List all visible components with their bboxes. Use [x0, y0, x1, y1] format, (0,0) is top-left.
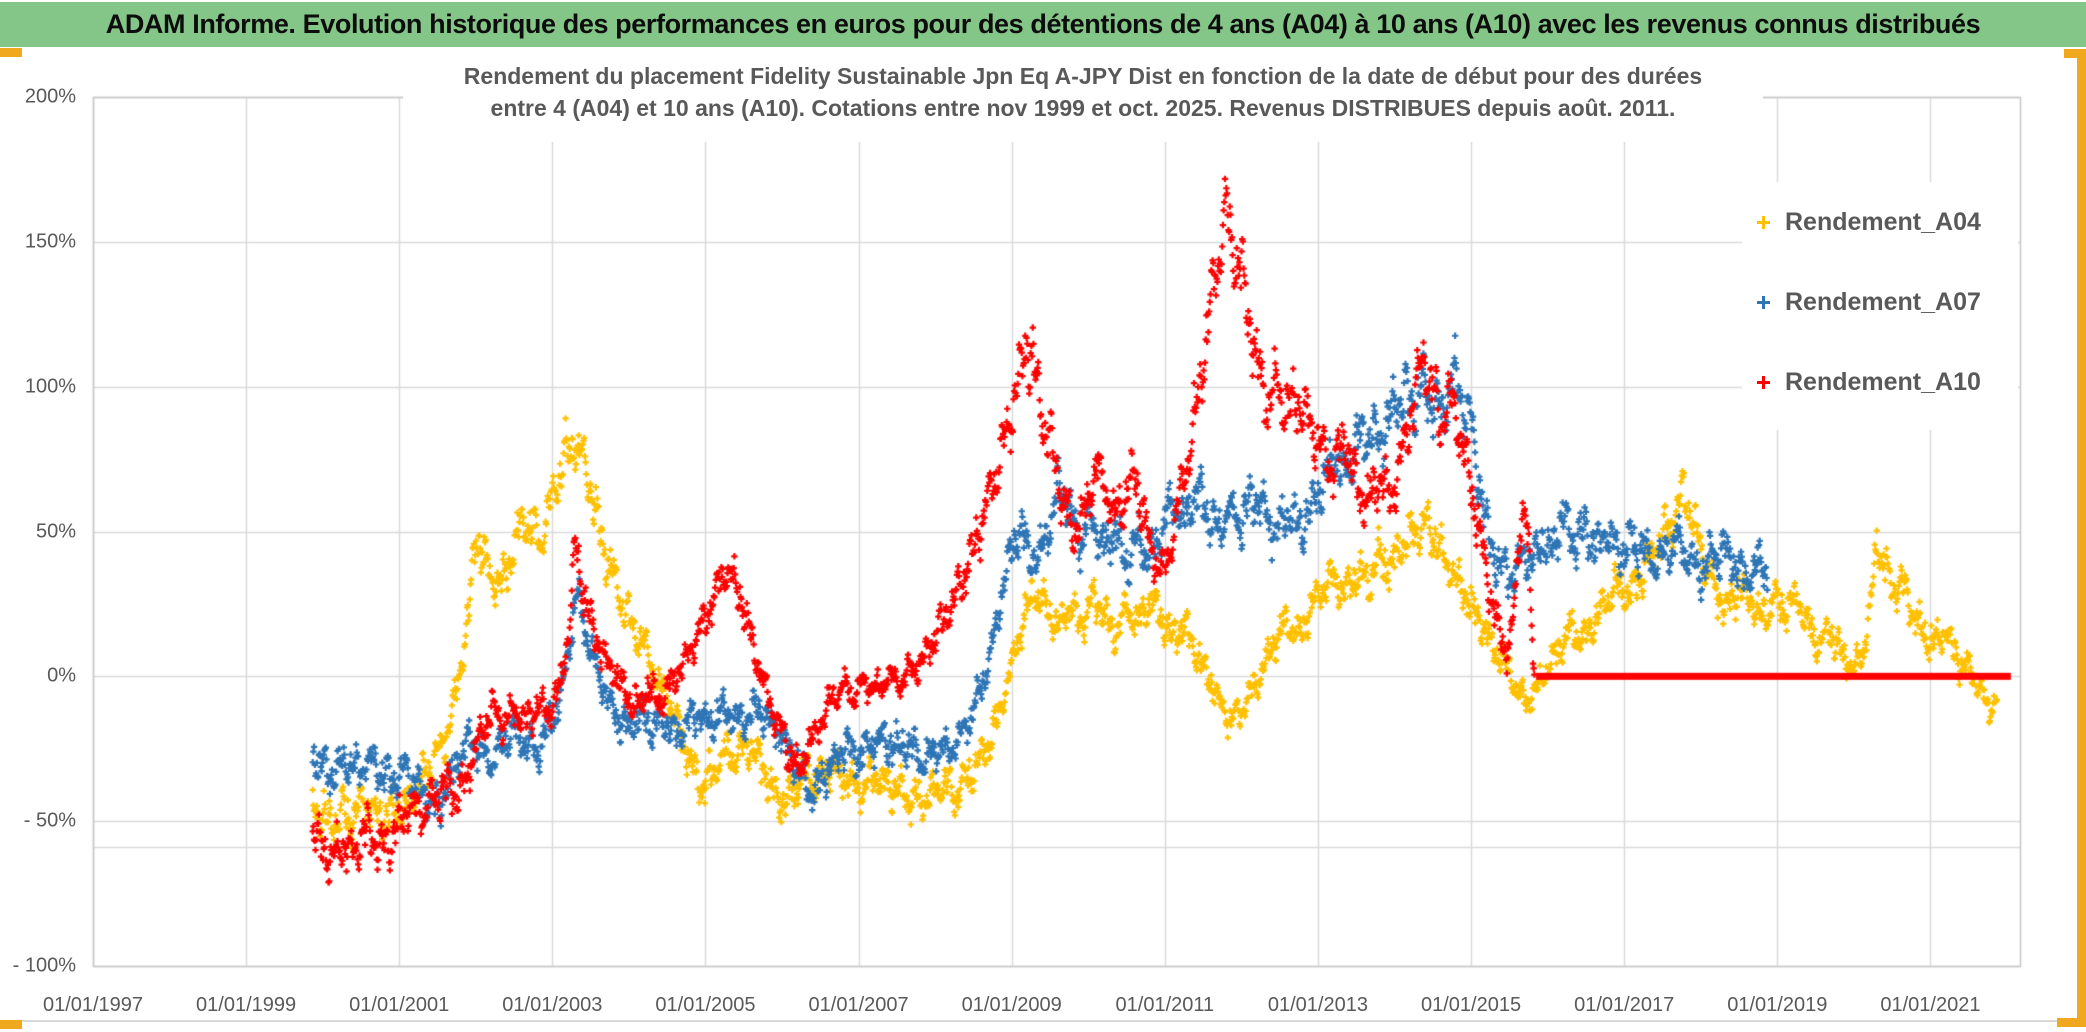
- y-axis-labels: 200% 150% 100% 50% 0% - 50% - 100%: [0, 0, 84, 1032]
- gold-border-right: [2077, 49, 2086, 1027]
- y-tick-label: 100%: [24, 375, 76, 398]
- x-tick-label: 01/01/2013: [1267, 994, 1368, 1016]
- y-tick-label: 200%: [24, 85, 76, 108]
- x-tick-label: 01/01/2015: [1421, 994, 1522, 1016]
- plus-marker-icon: [1756, 215, 1771, 230]
- x-tick-label: 01/01/2019: [1727, 994, 1828, 1016]
- gold-border-top-left: [0, 48, 22, 57]
- bottom-divider: [0, 1020, 2086, 1022]
- x-tick-label: 01/01/2021: [1880, 994, 1981, 1016]
- y-tick-label: - 50%: [23, 809, 76, 832]
- y-tick-label: - 100%: [12, 954, 76, 977]
- legend-item-rendement_a04[interactable]: Rendement_A04: [1742, 182, 2018, 262]
- x-tick-label: 01/01/1997: [42, 994, 144, 1016]
- x-tick-label: 01/01/1999: [196, 994, 297, 1016]
- chart-subtitle-line2: entre 4 (A04) et 10 ans (A10). Cotations…: [490, 95, 1676, 121]
- x-tick-label: 01/01/2005: [655, 994, 756, 1016]
- x-tick-label: 01/01/2001: [349, 994, 450, 1016]
- gold-border-top-right-stub: [2064, 49, 2086, 58]
- legend-item-label: Rendement_A10: [1785, 367, 1981, 396]
- x-tick-label: 01/01/2003: [502, 994, 603, 1016]
- chart-subtitle-line1: Rendement du placement Fidelity Sustaina…: [463, 63, 1703, 89]
- y-tick-label: 150%: [24, 230, 76, 253]
- gold-border-bottom-right-stub: [2057, 1018, 2086, 1027]
- legend-item-rendement_a07[interactable]: Rendement_A07: [1742, 262, 2018, 342]
- plus-marker-icon: [1756, 295, 1771, 310]
- x-tick-label: 01/01/2007: [808, 994, 909, 1016]
- gold-border-bottom-left: [0, 1020, 22, 1029]
- legend-item-label: Rendement_A07: [1785, 287, 1981, 316]
- legend-item-label: Rendement_A04: [1785, 207, 1981, 236]
- legend: Rendement_A04 Rendement_A07 Rendement_A10: [1742, 182, 2018, 430]
- plus-marker-icon: [1756, 375, 1771, 390]
- x-tick-label: 01/01/2017: [1574, 994, 1675, 1016]
- legend-item-rendement_a10[interactable]: Rendement_A10: [1742, 342, 2018, 422]
- x-tick-label: 01/01/2009: [961, 994, 1062, 1016]
- y-tick-label: 50%: [35, 520, 76, 542]
- y-tick-label: 0%: [47, 664, 76, 687]
- x-tick-label: 01/01/2011: [1115, 994, 1215, 1016]
- x-axis-labels: 01/01/1997 01/01/1999 01/01/2001 01/01/2003…: [0, 994, 2086, 1020]
- chart-subtitle: Rendement du placement Fidelity Sustaina…: [403, 60, 1763, 142]
